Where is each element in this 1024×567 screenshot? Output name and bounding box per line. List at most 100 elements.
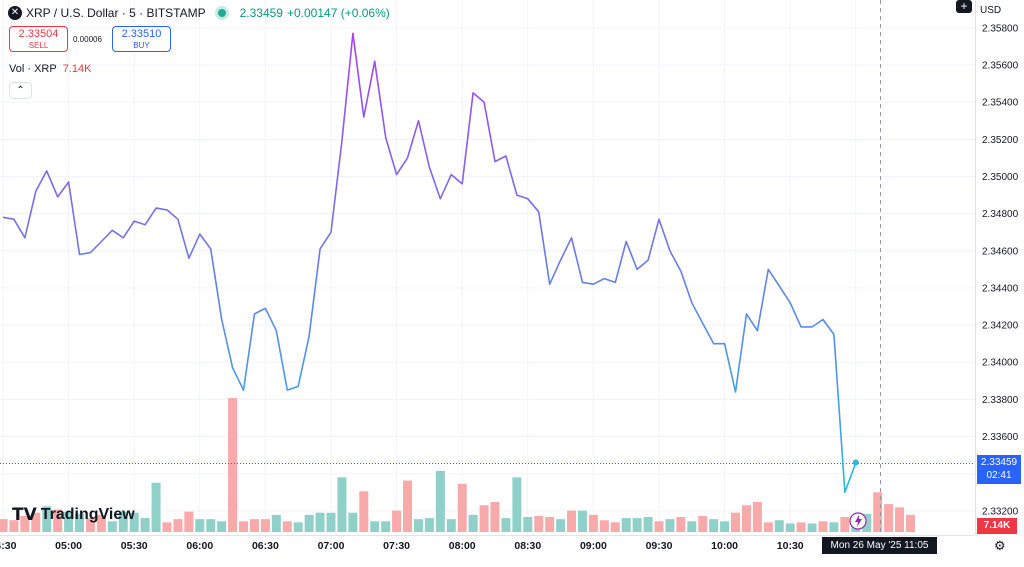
market-status-icon[interactable]	[217, 9, 226, 17]
volume-bar	[9, 520, 19, 532]
volume-bar	[468, 514, 478, 532]
buy-button[interactable]: 2.33510 BUY	[112, 26, 171, 52]
time-tick-label: 07:00	[318, 540, 345, 552]
tradingview-mark-icon: TV	[12, 505, 37, 525]
volume-bar	[731, 512, 741, 532]
time-tick-label: 08:00	[449, 540, 476, 552]
volume-bar	[741, 505, 751, 532]
volume-bar	[315, 512, 325, 532]
volume-bar	[905, 514, 915, 532]
volume-bar	[53, 509, 63, 532]
volume-bar	[96, 514, 106, 532]
bar-countdown: 02:41	[986, 470, 1012, 481]
volume-bar	[282, 521, 292, 532]
gear-icon[interactable]: ⚙	[994, 538, 1006, 553]
time-tick-label: 06:30	[252, 540, 279, 552]
volume-bar	[709, 519, 719, 532]
volume-bar	[698, 515, 708, 532]
volume-legend-value: 7.14K	[62, 63, 92, 75]
time-tick-label: 05:00	[55, 540, 82, 552]
price-tick-label: 2.34200	[982, 321, 1019, 332]
volume-bar	[359, 491, 369, 532]
price-tick-label: 2.35600	[982, 61, 1019, 72]
volume-bar	[818, 521, 828, 532]
volume-bar	[512, 477, 522, 532]
volume-bar	[654, 521, 664, 532]
volume-bar	[293, 522, 303, 532]
time-tick-label: 09:00	[580, 540, 607, 552]
volume-bar	[610, 522, 620, 532]
chart-grid	[0, 0, 975, 535]
currency-button[interactable]: USD	[980, 5, 1002, 16]
volume-bar	[479, 505, 489, 532]
price-tick-label: 2.35200	[982, 135, 1019, 146]
volume-bar	[457, 483, 467, 532]
price-tick-label: 2.35400	[982, 98, 1019, 109]
volume-bar	[239, 521, 249, 532]
last-price-tag-value: 2.33459	[980, 457, 1018, 468]
last-price-tag: 2.33459 02:41	[977, 455, 1021, 484]
volume-bar	[304, 514, 314, 532]
volume-bar	[260, 519, 270, 532]
price-tick-label: 2.33200	[982, 506, 1019, 517]
volume-bar	[523, 517, 533, 532]
volume-bar	[129, 512, 139, 532]
volume-bar	[490, 502, 500, 532]
volume-bar	[556, 519, 566, 532]
sell-label: SELL	[28, 41, 49, 50]
volume-bar	[326, 512, 336, 532]
volume-bar	[173, 519, 183, 532]
volume-bar	[381, 521, 391, 532]
volume-bar	[862, 513, 872, 532]
volume-bar	[774, 520, 784, 532]
price-change: +0.00147 (+0.06%)	[286, 6, 390, 20]
price-tick-label: 2.35800	[982, 23, 1019, 34]
price-tick-label: 2.33600	[982, 432, 1019, 443]
time-tick-label: 10:30	[777, 540, 804, 552]
volume-bar	[895, 507, 905, 532]
plus-icon[interactable]: +	[956, 0, 972, 13]
volume-bar	[370, 521, 380, 532]
volume-bar	[829, 522, 839, 532]
volume-bar	[413, 519, 423, 532]
volume-bar	[337, 477, 347, 532]
time-tick-label: 10:00	[711, 540, 738, 552]
volume-bar	[785, 523, 795, 532]
volume-bar	[403, 480, 413, 532]
volume-bar	[75, 513, 85, 532]
buy-price: 2.33510	[121, 28, 162, 40]
last-price-point	[852, 459, 859, 466]
time-axis[interactable]: 04:30 05:00 05:30 06:00 06:30 07:00 07:30 08:00…	[0, 540, 869, 552]
volume-legend-label: Vol · XRP	[9, 63, 57, 75]
logo-text: TradingView	[40, 506, 135, 523]
volume-bar	[151, 482, 161, 532]
volume-bar	[228, 398, 238, 532]
time-tick-label: 06:00	[186, 540, 213, 552]
x-logo-icon: ✕	[8, 6, 22, 20]
price-tick-label: 2.33800	[982, 395, 1019, 406]
price-tick-label: 2.34800	[982, 209, 1019, 220]
price-tick-label: 2.35000	[982, 172, 1019, 183]
volume-bar	[567, 510, 577, 532]
price-axis[interactable]: 2.332002.334002.336002.338002.340002.342…	[982, 23, 1019, 517]
volume-legend[interactable]: Vol · XRP 7.14K	[9, 63, 91, 75]
volume-bar	[763, 522, 773, 532]
tradingview-logo[interactable]: TV TradingView	[12, 505, 135, 525]
volume-bar	[720, 521, 730, 532]
volume-bar	[195, 519, 205, 532]
volume-bar	[140, 518, 150, 532]
volume-bar	[577, 510, 587, 532]
volume-bar	[42, 506, 52, 532]
lightning-icon	[855, 515, 862, 527]
chevron-up-icon[interactable]: ⌃	[9, 82, 32, 99]
sell-button[interactable]: 2.33504 SELL	[9, 26, 68, 52]
volume-bar	[599, 520, 609, 532]
volume-bar	[752, 502, 762, 532]
buy-label: BUY	[133, 41, 150, 50]
time-tick-label: 08:30	[514, 540, 541, 552]
symbol-title[interactable]: XRP / U.S. Dollar · 5 · BITSTAMP	[26, 6, 206, 20]
volume-bar	[31, 512, 41, 532]
volume-bar	[184, 511, 194, 532]
time-tick-label: 09:30	[646, 540, 673, 552]
